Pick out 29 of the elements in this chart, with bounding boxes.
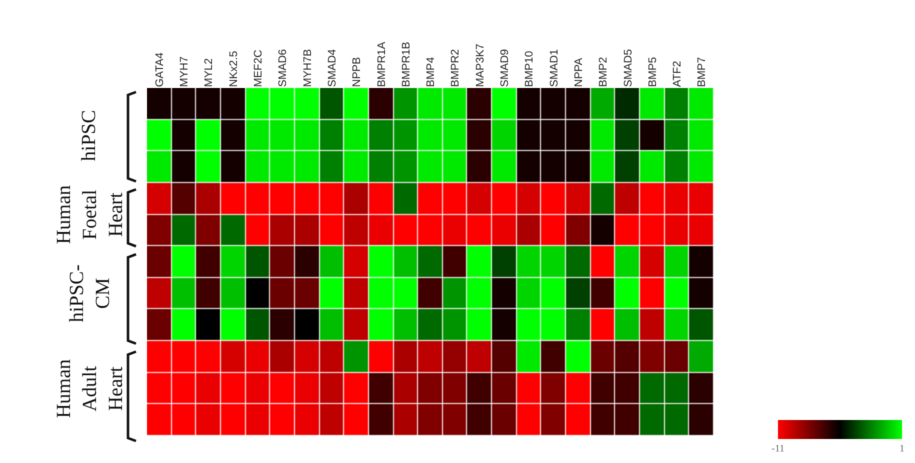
x-tick-label: BMP7	[696, 57, 708, 87]
color-bar-label: 1	[900, 444, 904, 454]
x-tick-label: NPPA	[572, 57, 585, 87]
color-bar-label: -11	[772, 444, 784, 454]
x-tick-label: SMAD5	[622, 49, 634, 87]
x-tick-label: NKx2.5	[228, 50, 240, 87]
x-tick-label: NPPB	[351, 57, 364, 87]
text: Human Adult Heart	[53, 359, 128, 418]
x-tick-label: ATF2	[672, 60, 684, 87]
x-tick-label: MAP3K7	[474, 44, 486, 87]
text: hiPSC- CM	[66, 264, 114, 322]
x-tick-label: BMP5	[646, 57, 659, 87]
x-tick-label: MYH7	[178, 56, 191, 87]
x-tick-label: BMP4	[425, 57, 438, 87]
x-tick-label: MEF2C	[252, 50, 265, 87]
text: Human Foetal Heart	[53, 185, 128, 244]
x-tick-label: BMPR1A	[376, 41, 388, 87]
x-tick-label: BMPR1B	[400, 42, 412, 87]
x-tick-label: BMPR2	[450, 49, 462, 87]
x-tick-label: SMAD6	[277, 49, 290, 87]
x-tick-label: MYL2	[203, 58, 216, 87]
x-tick-label: GATA4	[154, 52, 166, 87]
x-tick-label: BMP10	[524, 50, 536, 87]
text: hiPSC	[78, 110, 100, 162]
x-tick-label: MYH7B	[302, 49, 314, 87]
x-tick-label: SMAD4	[326, 49, 338, 87]
x-tick-label: SMAD1	[548, 49, 560, 87]
x-tick-label: SMAD9	[499, 49, 512, 87]
x-tick-label: BMP2	[598, 57, 610, 87]
